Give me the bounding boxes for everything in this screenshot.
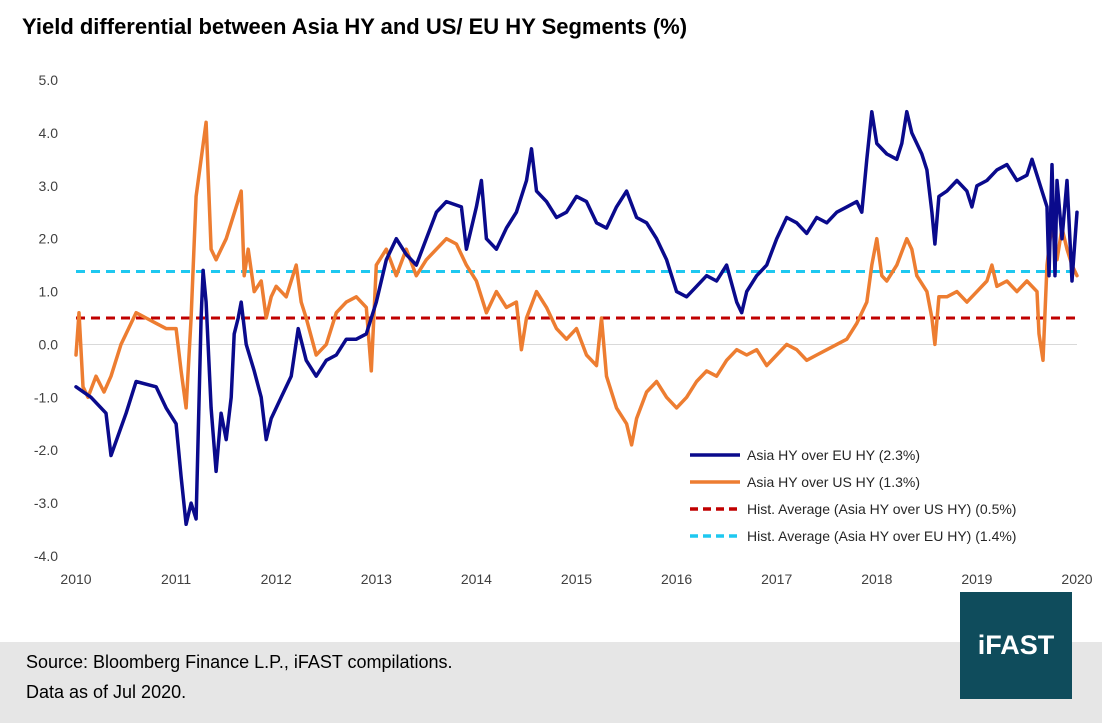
y-tick-label: -1.0 [34,389,58,405]
y-tick-label: -4.0 [34,548,58,564]
y-tick-label: -2.0 [34,442,58,458]
chart-plot: 5.04.03.02.01.00.0-1.0-2.0-3.0-4.0 2010 2… [34,72,1093,587]
y-tick-label: 0.0 [39,336,59,352]
x-tick-label: 2012 [261,571,292,587]
series-line-asia-us [74,120,1079,447]
legend-label-asia-eu: Asia HY over EU HY (2.3%) [747,447,920,463]
legend-label-avg-eu: Hist. Average (Asia HY over EU HY) (1.4%… [747,528,1016,544]
x-tick-label: 2014 [461,571,492,587]
x-tick-label: 2019 [961,571,992,587]
ifast-logo: iFAST [960,592,1072,699]
series-line-asia-eu [74,109,1079,527]
x-tick-label: 2016 [661,571,692,587]
source-note: Source: Bloomberg Finance L.P., iFAST co… [26,652,453,672]
x-tick-label: 2011 [161,571,191,587]
x-tick-label: 2015 [561,571,592,587]
x-tick-label: 2013 [361,571,392,587]
logo-text: iFAST [977,630,1055,660]
series-lines [74,109,1079,527]
y-tick-label: 3.0 [39,178,59,194]
legend-label-asia-us: Asia HY over US HY (1.3%) [747,474,920,490]
x-tick-label: 2018 [861,571,892,587]
chart-title: Yield differential between Asia HY and U… [22,14,688,39]
y-axis-labels: 5.0 4.0 3.0 2.0 1.0 0.0 -1.0 -2.0 -3.0 -4.0 [34,72,58,564]
y-tick-label: 1.0 [39,284,59,300]
x-tick-label: 2017 [761,571,792,587]
x-tick-label: 2010 [60,571,91,587]
y-tick-label: 4.0 [39,125,59,141]
footer: Source: Bloomberg Finance L.P., iFAST co… [0,642,1102,723]
x-axis-labels: 2010 2011 2012 2013 2014 2015 2016 2017 2018 2019… [60,571,1092,587]
y-tick-label: 5.0 [39,72,59,88]
y-tick-label: 2.0 [39,231,59,247]
y-tick-label: -3.0 [34,495,58,511]
data-date-note: Data as of Jul 2020. [26,682,187,702]
legend-label-avg-us: Hist. Average (Asia HY over US HY) (0.5%… [747,501,1016,517]
x-tick-label: 2020 [1061,571,1092,587]
chart-legend: Asia HY over EU HY (2.3%) Asia HY over US… [690,447,1016,544]
